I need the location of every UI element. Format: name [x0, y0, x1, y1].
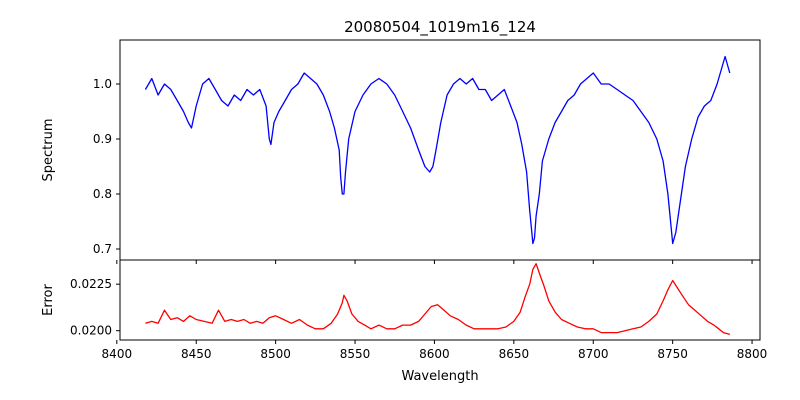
bottom-series-line	[145, 263, 730, 336]
bottom-y-tick-label: 0.0225	[70, 277, 112, 291]
top-y-tick-label: 0.9	[93, 132, 112, 146]
top-y-tick-label: 0.7	[93, 242, 112, 256]
chart-title: 20080504_1019m16_124	[344, 18, 536, 37]
x-tick-label: 8750	[657, 347, 688, 361]
bottom-y-axis-label: Error	[41, 284, 56, 316]
x-axis-label: Wavelength	[401, 369, 478, 384]
x-tick-label: 8500	[260, 347, 291, 361]
x-tick-label: 8700	[578, 347, 609, 361]
top-series-line	[144, 55, 731, 245]
bottom-y-tick-label: 0.0200	[70, 324, 112, 338]
bottom-axes-frame	[119, 259, 761, 341]
top-y-tick-label: 1.0	[93, 77, 112, 91]
top-y-axis-label: Spectrum	[41, 119, 56, 182]
x-tick-label: 8800	[737, 347, 768, 361]
x-tick-label: 8450	[181, 347, 212, 361]
x-tick-label: 8400	[102, 347, 133, 361]
top-y-tick-label: 0.8	[93, 187, 112, 201]
x-tick-label: 8600	[419, 347, 450, 361]
x-tick-label: 8550	[340, 347, 371, 361]
x-tick-label: 8650	[499, 347, 530, 361]
bottom-panel: 0.0200 0.0225 8400 8450 8500 8550 8600 8650 8700…	[41, 259, 768, 384]
